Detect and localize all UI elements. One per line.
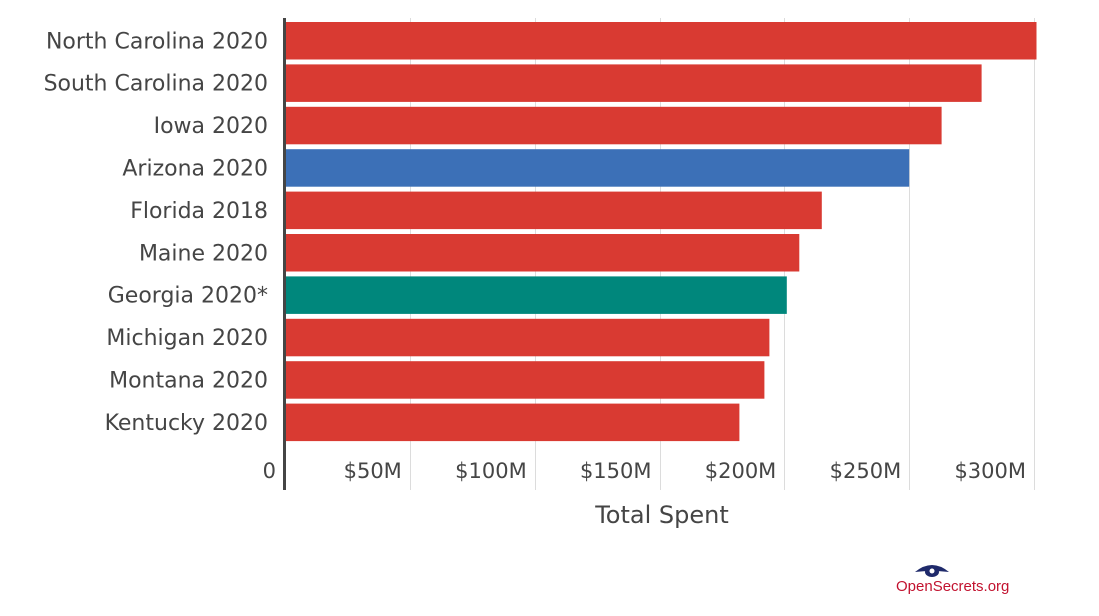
category-label: Kentucky 2020 xyxy=(105,411,268,436)
category-label: Michigan 2020 xyxy=(106,326,268,351)
bar[interactable] xyxy=(285,361,765,399)
category-label: North Carolina 2020 xyxy=(46,29,268,54)
x-tick-label: $250M xyxy=(830,459,902,483)
x-tick-labels: 0 $50M $100M $150M $200M $250M $300M xyxy=(263,459,1026,483)
logo-text: OpenSecrets.org xyxy=(896,578,1010,595)
bar[interactable] xyxy=(285,64,982,102)
category-label: Arizona 2020 xyxy=(122,156,268,181)
category-label: Montana 2020 xyxy=(109,368,268,393)
category-label: Georgia 2020* xyxy=(108,284,268,309)
x-tick-label: $200M xyxy=(705,459,777,483)
x-axis-title: Total Spent xyxy=(594,501,729,529)
opensecrets-logo[interactable]: OpenSecrets.org xyxy=(896,562,1014,602)
category-label: Maine 2020 xyxy=(139,241,268,266)
x-tick-label: $50M xyxy=(344,459,402,483)
bar[interactable] xyxy=(285,234,800,272)
bar[interactable] xyxy=(285,191,822,230)
bar[interactable] xyxy=(285,149,910,187)
bar[interactable] xyxy=(285,276,787,314)
bar[interactable] xyxy=(285,22,1037,60)
x-tick-label: 0 xyxy=(263,459,276,483)
category-label: South Carolina 2020 xyxy=(44,72,268,97)
x-tick-label: $300M xyxy=(954,459,1026,483)
eye-icon xyxy=(915,565,949,577)
bars xyxy=(285,22,1037,442)
category-labels: North Carolina 2020 South Carolina 2020 Io… xyxy=(44,29,268,436)
category-label: Florida 2018 xyxy=(130,199,268,224)
category-label: Iowa 2020 xyxy=(154,114,268,139)
bar[interactable] xyxy=(285,318,770,357)
bar[interactable] xyxy=(285,403,740,442)
bar[interactable] xyxy=(285,106,942,145)
x-tick-label: $100M xyxy=(455,459,527,483)
x-tick-label: $150M xyxy=(580,459,652,483)
